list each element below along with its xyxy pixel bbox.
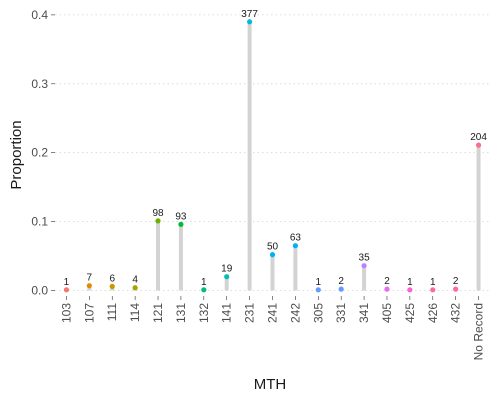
count-label: 377 <box>241 9 258 20</box>
data-point <box>361 263 367 269</box>
x-tick-label: 432 <box>449 303 463 323</box>
x-tick-label: 242 <box>288 303 302 323</box>
x-tick-label: 141 <box>220 303 234 323</box>
point-layer <box>63 19 482 293</box>
y-tick-label: 0.0 <box>31 283 48 297</box>
data-point <box>178 221 184 227</box>
x-tick-label: 103 <box>59 303 73 323</box>
count-label: 7 <box>87 273 93 284</box>
data-point <box>453 286 459 292</box>
data-point <box>430 287 436 293</box>
data-point <box>201 287 207 293</box>
data-point <box>269 252 276 258</box>
count-label: 1 <box>64 277 70 288</box>
count-label: 50 <box>267 242 279 253</box>
data-point <box>338 286 344 292</box>
y-tick-label: 0.2 <box>31 146 48 160</box>
x-tick-label: 426 <box>426 303 440 323</box>
x-tick-label: 331 <box>334 303 348 323</box>
count-label: 2 <box>338 276 344 287</box>
count-label: 4 <box>132 275 138 286</box>
x-tick-label: 305 <box>311 303 325 323</box>
data-point <box>224 274 230 280</box>
y-tick-label: 0.4 <box>31 8 48 22</box>
label-layer: 1 7 6 4 98 93 1 19 377 50 63 1 2 35 2 1 1 2 204 <box>64 9 488 288</box>
data-point <box>475 142 482 148</box>
count-label: 1 <box>316 277 322 288</box>
data-point <box>384 286 390 292</box>
count-label: 19 <box>221 264 233 275</box>
count-label: 98 <box>152 208 164 219</box>
x-tick-label: No Record <box>472 303 486 360</box>
data-point <box>109 283 115 289</box>
data-point <box>315 287 321 293</box>
data-point <box>86 283 92 289</box>
x-tick-label: 121 <box>151 303 165 323</box>
y-tick-label: 0.1 <box>31 215 48 229</box>
count-label: 1 <box>201 277 207 288</box>
x-tick-label: 111 <box>105 303 119 322</box>
count-label: 6 <box>109 273 115 284</box>
count-label: 35 <box>359 253 371 264</box>
data-point <box>407 287 413 293</box>
count-label: 1 <box>407 277 413 288</box>
x-tick-label: 405 <box>380 303 394 323</box>
count-label: 1 <box>430 277 436 288</box>
x-tick-label: 231 <box>243 303 257 323</box>
count-label: 2 <box>384 276 390 287</box>
data-point <box>155 218 161 224</box>
x-tick-label: 425 <box>403 303 417 323</box>
x-tick-label: 341 <box>357 303 371 323</box>
x-tick-label: 132 <box>197 303 211 323</box>
count-label: 63 <box>290 233 302 244</box>
x-tick-label: 131 <box>174 303 188 323</box>
x-axis-title: MTH <box>254 376 287 393</box>
x-tick-label: 241 <box>266 303 280 323</box>
data-point <box>132 285 138 291</box>
data-point <box>247 19 253 25</box>
x-tick-label: 114 <box>128 303 142 322</box>
x-tick-label: 107 <box>82 303 96 323</box>
count-label: 2 <box>453 276 459 287</box>
data-point <box>63 287 70 293</box>
data-point <box>292 243 298 249</box>
y-tick-label: 0.3 <box>31 77 48 91</box>
y-axis-title: Proportion <box>8 120 25 189</box>
count-label: 93 <box>175 211 187 222</box>
count-label: 204 <box>470 132 487 143</box>
